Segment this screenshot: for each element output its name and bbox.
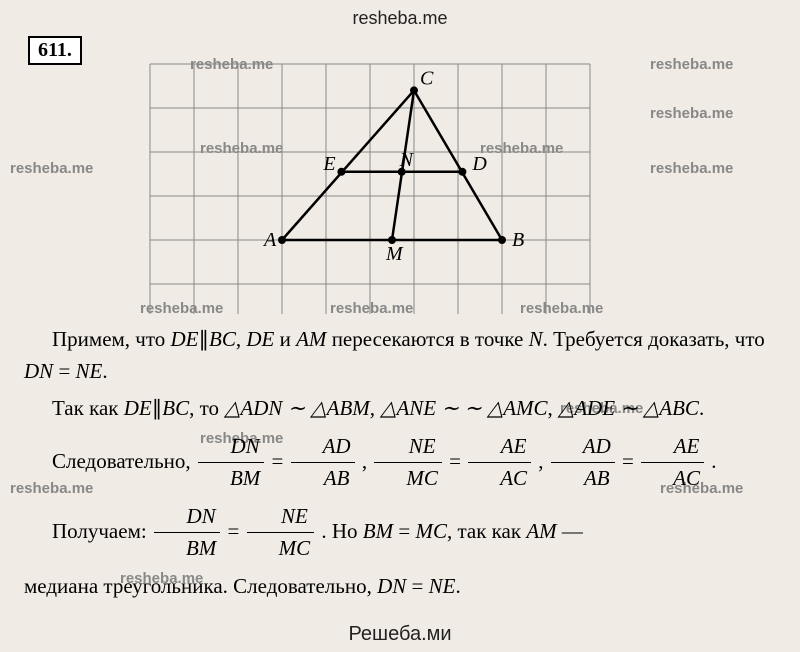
watermark: resheba.me [650,56,733,73]
t: ∥ [152,396,163,420]
fraction: ADAB [551,431,615,495]
mi: △ADN ∼ △ABM [224,396,370,420]
t: , то [189,396,224,420]
mi: N [529,327,543,351]
t: = [228,518,245,542]
diagram: A B C M E D N [140,54,620,314]
svg-text:M: M [385,243,404,265]
mi: △ADE ∼ △ABC [558,396,699,420]
t: = [406,574,428,598]
mi: NE [429,574,456,598]
svg-text:D: D [471,153,487,175]
svg-text:E: E [322,153,335,175]
watermark: resheba.me [10,160,93,177]
t: Примем, что [52,327,171,351]
t: . Но [321,518,362,542]
paragraph-4: Получаем: DNBM = NEMC . Но BM = MC, так … [24,501,776,565]
fraction: DNBM [154,501,220,565]
mi: MC [415,518,447,542]
t: , [362,448,373,472]
fraction: NEMC [247,501,315,565]
mi: BC [209,327,236,351]
num: NE [247,501,315,534]
t: , [538,448,549,472]
num: DN [198,431,264,464]
fraction: DNBM [198,431,264,495]
den: AB [291,463,355,495]
t: . [102,359,107,383]
fraction: ADAB [291,431,355,495]
num: NE [374,431,442,464]
t: . [455,574,460,598]
t: пересекаются в точке [326,327,528,351]
t: = [272,448,289,472]
t: ∥ [199,327,210,351]
t: = [449,448,466,472]
svg-text:A: A [262,229,277,251]
page-footer: Решеба.ми [0,623,800,646]
mi: NE [76,359,103,383]
den: MC [374,463,442,495]
paragraph-1: Примем, что DE∥BC, DE и AM пересекаются … [24,324,776,387]
page-header: resheba.me [0,0,800,37]
den: AC [641,463,704,495]
paragraph-4b: медиана треугольника. Следовательно, DN … [24,571,776,603]
t: , [370,396,381,420]
den: BM [154,533,220,565]
num: AE [641,431,704,464]
mi: DE [124,396,152,420]
t: Так как [52,396,124,420]
paragraph-3: Следовательно, DNBM = ADAB , NEMC = AEAC… [24,431,776,495]
t: = [622,448,639,472]
den: MC [247,533,315,565]
den: AC [468,463,531,495]
t: медиана треугольника. Следовательно, [24,574,377,598]
fraction: NEMC [374,431,442,495]
header-text: resheba.me [352,8,447,28]
diagram-svg: A B C M E D N [140,54,620,314]
t: . Требуется доказать, что [543,327,765,351]
watermark: resheba.me [650,160,733,177]
t: , так как [447,518,526,542]
fraction: AEAC [641,431,704,495]
mi: DE [171,327,199,351]
mi: BM [363,518,393,542]
svg-text:B: B [512,229,524,251]
fraction: AEAC [468,431,531,495]
num: AD [551,431,615,464]
mi: DN [24,359,53,383]
t: — [557,518,583,542]
t: = [393,518,415,542]
t: Следовательно, [52,448,196,472]
num: AD [291,431,355,464]
t: . [711,448,716,472]
footer-text: Решеба.ми [348,623,451,645]
t: и [274,327,296,351]
t: . [699,396,704,420]
paragraph-2: Так как DE∥BC, то △ADN ∼ △ABM, △ANE ∼ ∼ … [24,393,776,425]
den: BM [198,463,264,495]
svg-text:C: C [420,67,434,89]
mi: ∼ △AMC [464,396,547,420]
num: DN [154,501,220,534]
mi: AM [296,327,326,351]
problem-number-box: 611. [28,36,82,65]
mi: AM [526,518,556,542]
mi: DN [377,574,406,598]
mi: BC [162,396,189,420]
den: AB [551,463,615,495]
solution-text: Примем, что DE∥BC, DE и AM пересекаются … [24,324,776,608]
mi: △ANE ∼ [380,396,459,420]
t: , [548,396,559,420]
mi: DE [246,327,274,351]
watermark: resheba.me [650,105,733,122]
num: AE [468,431,531,464]
t: , [236,327,247,351]
problem-number: 611. [38,39,72,61]
t: Получаем: [52,518,152,542]
svg-text:N: N [399,149,415,171]
t: = [53,359,75,383]
